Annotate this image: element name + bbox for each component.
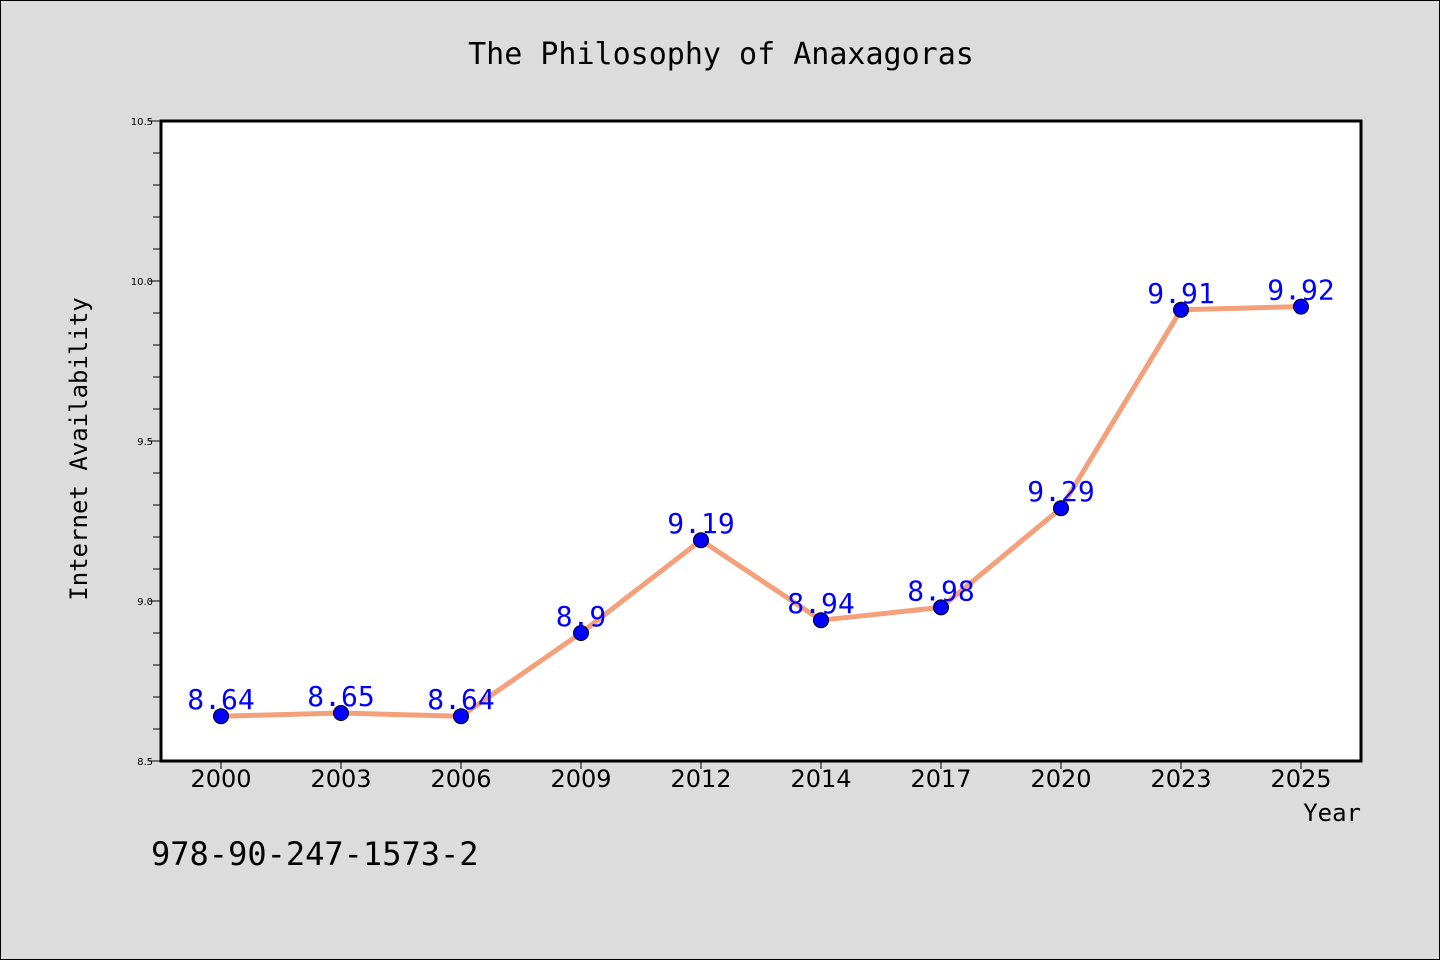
- data-point: [453, 708, 469, 725]
- data-point: [333, 705, 349, 721]
- x-axis-label: Year: [1303, 799, 1361, 827]
- x-tick-label: 2020: [1030, 765, 1091, 793]
- data-point: [213, 708, 229, 725]
- data-point: [693, 532, 709, 549]
- data-point: [813, 612, 829, 629]
- y-tick-label: 8.5: [137, 757, 153, 768]
- series-line: [218, 304, 1304, 719]
- data-point: [1293, 298, 1309, 315]
- data-label: 9.91: [1147, 277, 1214, 310]
- data-label: 8.64: [427, 683, 494, 716]
- data-label: 9.29: [1027, 475, 1094, 508]
- data-label: 8.94: [787, 587, 854, 620]
- x-tick-label: 2014: [790, 765, 851, 793]
- data-label: 9.92: [1267, 274, 1334, 307]
- x-tick-label: 2025: [1270, 765, 1331, 793]
- y-tick-label: 9.5: [137, 437, 153, 448]
- data-point: [1173, 301, 1189, 318]
- x-tick-label: 2009: [550, 765, 611, 793]
- y-tick-label: 10.5: [131, 117, 153, 128]
- plot-area: [161, 121, 1361, 761]
- data-label: 8.9: [556, 600, 607, 633]
- y-axis-ticks: 8.5 9.0 9.5 10.0 10.5: [131, 117, 161, 768]
- data-label: 9.19: [667, 507, 734, 540]
- x-tick-label: 2003: [310, 765, 371, 793]
- data-label: 8.64: [187, 683, 254, 716]
- data-label: 8.65: [307, 680, 374, 713]
- y-axis-label: Internet Availability: [65, 297, 93, 600]
- data-point: [1053, 500, 1069, 517]
- x-axis-ticks: 2000 2003 2006 2009 2012 2014 2017 2020 2023 2025: [190, 761, 1332, 793]
- series-markers-group: [213, 298, 1309, 725]
- x-tick-label: 2000: [190, 765, 251, 793]
- data-point: [933, 599, 949, 616]
- x-tick-label: 2023: [1150, 765, 1211, 793]
- footer-isbn: 978-90-247-1573-2: [151, 835, 479, 873]
- x-tick-label: 2012: [670, 765, 731, 793]
- x-tick-label: 2006: [430, 765, 491, 793]
- plot-frame: [159, 119, 1363, 763]
- data-label: 8.98: [907, 574, 974, 607]
- y-tick-label: 10.0: [131, 277, 153, 288]
- data-point: [573, 625, 589, 641]
- series-line-group: [218, 304, 1304, 719]
- y-tick-label: 9.0: [137, 597, 153, 608]
- data-labels-group: 8.64 8.65 8.64 8.9 9.19 8.94 8.98 9.29 9.91 9.92: [187, 274, 1334, 717]
- x-tick-label: 2017: [910, 765, 971, 793]
- chart-title: The Philosophy of Anaxagoras: [468, 37, 974, 72]
